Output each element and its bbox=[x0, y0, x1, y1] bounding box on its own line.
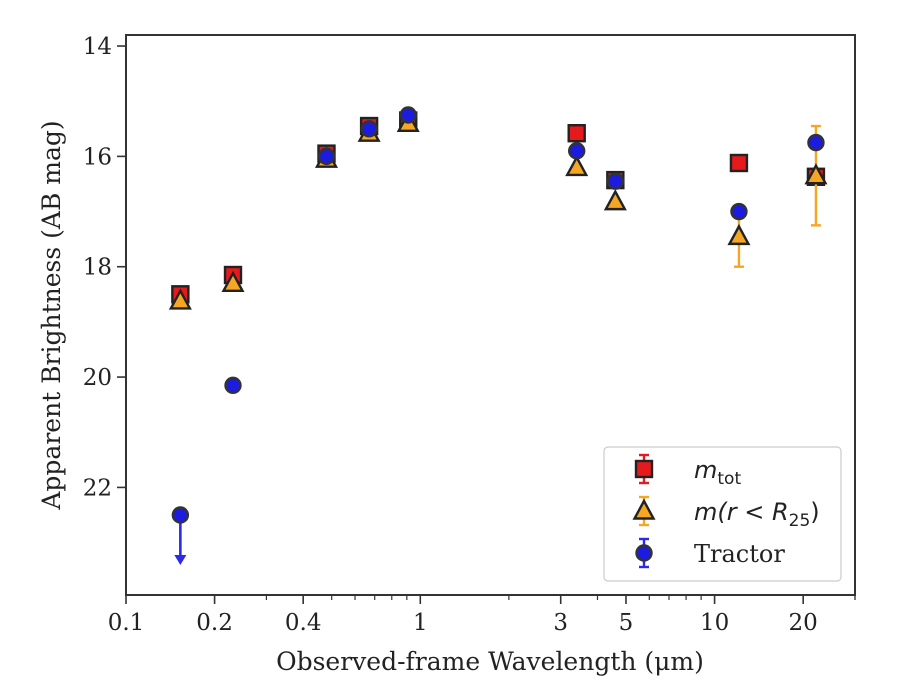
y-tick-label: 22 bbox=[83, 475, 112, 501]
legend-marker bbox=[635, 544, 653, 562]
data-point bbox=[399, 106, 417, 124]
data-point bbox=[568, 142, 586, 160]
x-axis-label: Observed-frame Wavelength (μm) bbox=[276, 647, 704, 676]
x-tick-label: 0.2 bbox=[196, 610, 233, 636]
y-tick-label: 18 bbox=[83, 255, 112, 281]
y-tick-label: 14 bbox=[83, 34, 112, 60]
data-point bbox=[565, 154, 589, 177]
data-point bbox=[730, 202, 748, 221]
data-point bbox=[729, 153, 749, 173]
data-point bbox=[807, 133, 825, 152]
data-point bbox=[224, 376, 242, 395]
data-point bbox=[171, 506, 190, 524]
x-axis-ticks: 0.1 0.2 0.4 1 3 5 10 20 bbox=[108, 595, 856, 636]
data-point bbox=[360, 120, 378, 138]
data-point bbox=[606, 172, 625, 190]
y-axis-label: Apparent Brightness (AB mag) bbox=[37, 120, 66, 510]
plot-frame bbox=[125, 34, 856, 596]
y-tick-label: 16 bbox=[83, 144, 112, 170]
chart-marks bbox=[168, 106, 828, 565]
data-point bbox=[804, 163, 828, 185]
legend-box bbox=[603, 446, 842, 582]
series-circle bbox=[171, 106, 825, 565]
legend-label: mtot bbox=[694, 456, 741, 489]
data-point bbox=[317, 147, 336, 166]
series-square bbox=[171, 111, 826, 304]
series-triangle bbox=[168, 110, 828, 310]
x-tick-label: 0.1 bbox=[108, 610, 145, 636]
data-point bbox=[727, 223, 751, 246]
x-tick-label: 0.4 bbox=[285, 610, 322, 636]
upper-limit-arrowhead bbox=[174, 555, 187, 565]
y-tick-label: 20 bbox=[83, 365, 112, 391]
x-tick-label: 1 bbox=[413, 610, 428, 636]
data-point bbox=[603, 189, 627, 211]
legend-label: m(r < R25) bbox=[694, 498, 820, 531]
data-point bbox=[221, 270, 245, 292]
legend-marker bbox=[632, 498, 656, 520]
x-tick-label: 5 bbox=[619, 610, 634, 636]
data-point bbox=[567, 124, 586, 143]
data-point bbox=[168, 288, 192, 310]
legend: mtot m(r < R25) Tractor bbox=[603, 446, 842, 582]
x-tick-label: 3 bbox=[553, 610, 568, 636]
legend-label: Tractor bbox=[694, 540, 785, 568]
y-axis-ticks: 14 16 18 20 22 bbox=[83, 34, 126, 501]
x-tick-label: 20 bbox=[789, 610, 818, 636]
legend-marker bbox=[634, 459, 654, 479]
x-tick-label: 10 bbox=[700, 610, 729, 636]
